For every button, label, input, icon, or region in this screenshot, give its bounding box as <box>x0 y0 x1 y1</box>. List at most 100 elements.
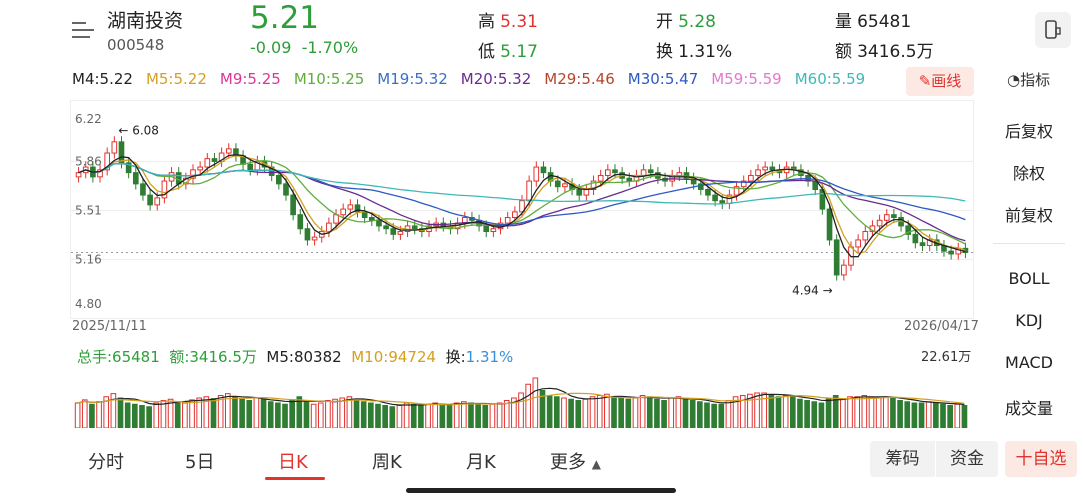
side-kdj[interactable]: KDJ <box>1015 311 1043 330</box>
volume-bar <box>203 396 210 428</box>
candle-body <box>912 233 919 244</box>
candle-body <box>504 217 511 224</box>
volume-bar <box>139 405 145 428</box>
candle-body <box>883 214 890 221</box>
volume-bar <box>825 397 832 428</box>
volume-bar <box>260 398 267 428</box>
candle-body <box>483 225 490 233</box>
home-indicator <box>406 488 676 493</box>
candle-body <box>75 172 82 178</box>
ma10-line <box>78 160 966 245</box>
candle-body <box>140 183 146 196</box>
draw-line-button[interactable]: ✎画线 <box>906 67 974 96</box>
y-tick-label: 5.51 <box>75 204 102 218</box>
candle-body <box>125 162 132 174</box>
tab-weekly-k[interactable]: 周K <box>372 452 402 473</box>
volume-bar <box>132 403 138 428</box>
high-stat: 高 5.31 <box>478 12 538 32</box>
volume-bar <box>353 398 360 428</box>
price-change: -0.09 -1.70% <box>250 38 359 57</box>
candle-body <box>733 186 740 196</box>
menu-icon[interactable] <box>72 22 94 40</box>
volume-bar <box>618 397 624 428</box>
side-boll[interactable]: BOLL <box>1008 269 1050 288</box>
volume-bar <box>339 397 346 428</box>
volume-bar <box>890 397 896 428</box>
volume-bar <box>403 402 410 428</box>
candle-body <box>769 166 776 171</box>
volume-bar <box>840 398 846 428</box>
candle-body <box>368 217 375 221</box>
volume-bar <box>539 390 546 428</box>
candle-body <box>554 180 561 188</box>
volume-bar <box>303 401 310 428</box>
volume-bar <box>897 400 903 428</box>
candle-body <box>512 211 518 219</box>
tab-intraday[interactable]: 分时 <box>88 452 124 473</box>
volume-bar <box>317 402 324 428</box>
candle-body <box>111 141 118 154</box>
ma-label-7: M30:5.47 <box>627 70 699 88</box>
volume-bar <box>682 398 689 428</box>
indicator-button[interactable]: ◔指标 <box>1007 71 1051 89</box>
candle-body <box>490 228 497 233</box>
candle-body <box>97 169 103 178</box>
volume-bar <box>160 400 167 428</box>
volume-bar <box>711 403 717 428</box>
add-watchlist-button[interactable]: 十自选 <box>1005 441 1077 477</box>
kline-chart[interactable]: 6.22 5.86 5.51 5.16 4.80 ← 6.08 4.94 → <box>70 100 974 319</box>
tab-daily-k[interactable]: 日K <box>278 452 308 473</box>
side-macd[interactable]: MACD <box>1005 353 1053 372</box>
volume-bar <box>582 398 589 428</box>
volume-bar <box>182 402 188 428</box>
volume-chart[interactable] <box>70 340 974 428</box>
candle-body <box>876 219 883 227</box>
volume-bar <box>124 402 131 428</box>
candle-body <box>540 166 547 174</box>
candle-body <box>740 180 747 188</box>
volume-bar <box>532 377 539 428</box>
chips-button[interactable]: 筹码 <box>870 441 935 477</box>
candle-body <box>604 169 611 176</box>
side-ex-rights[interactable]: 除权 <box>1012 164 1045 183</box>
tab-monthly-k[interactable]: 月K <box>466 452 496 473</box>
candle-body <box>376 219 382 227</box>
candle-body <box>590 180 597 190</box>
volume-bar <box>847 396 853 428</box>
volume-bar <box>232 396 238 428</box>
volume-bar <box>289 399 295 428</box>
fund-button[interactable]: 资金 <box>936 441 998 477</box>
candle-body <box>247 163 254 171</box>
volume-bar <box>332 398 338 428</box>
volume-max-label: 22.61万 <box>921 350 972 365</box>
candle-body <box>190 169 196 179</box>
candle-body <box>562 183 568 188</box>
phone-icon[interactable] <box>1035 12 1071 48</box>
volume-bar <box>267 401 274 428</box>
side-volume[interactable]: 成交量 <box>1004 399 1053 418</box>
volume-bar <box>153 402 160 428</box>
candle-body <box>862 231 869 241</box>
volume-bar <box>239 398 245 428</box>
volume-legend: 总手:65481 额:3416.5万 M5:80382 M10:94724 换:… <box>77 348 514 366</box>
candle-body <box>383 225 389 230</box>
volume-bar <box>611 396 617 428</box>
side-backward-adjust[interactable]: 后复权 <box>1004 122 1053 141</box>
candle-body <box>304 228 311 241</box>
volume-bar <box>868 396 875 428</box>
tab-more[interactable]: 更多 ▲ <box>550 452 601 473</box>
volume-bar <box>310 403 317 428</box>
volume-bar <box>325 400 331 428</box>
candle-body <box>326 222 332 233</box>
volume-bar <box>689 400 696 428</box>
candle-body <box>526 180 532 202</box>
candle-body <box>225 148 232 154</box>
volume-bar <box>747 393 753 428</box>
volume-bar <box>789 396 796 428</box>
tab-5day[interactable]: 5日 <box>185 452 215 473</box>
volume-stat: 量 65481 <box>835 12 912 32</box>
candle-body <box>640 169 647 176</box>
candle-body <box>762 166 768 171</box>
candle-body <box>397 231 404 235</box>
side-forward-adjust[interactable]: 前复权 <box>1004 206 1053 225</box>
